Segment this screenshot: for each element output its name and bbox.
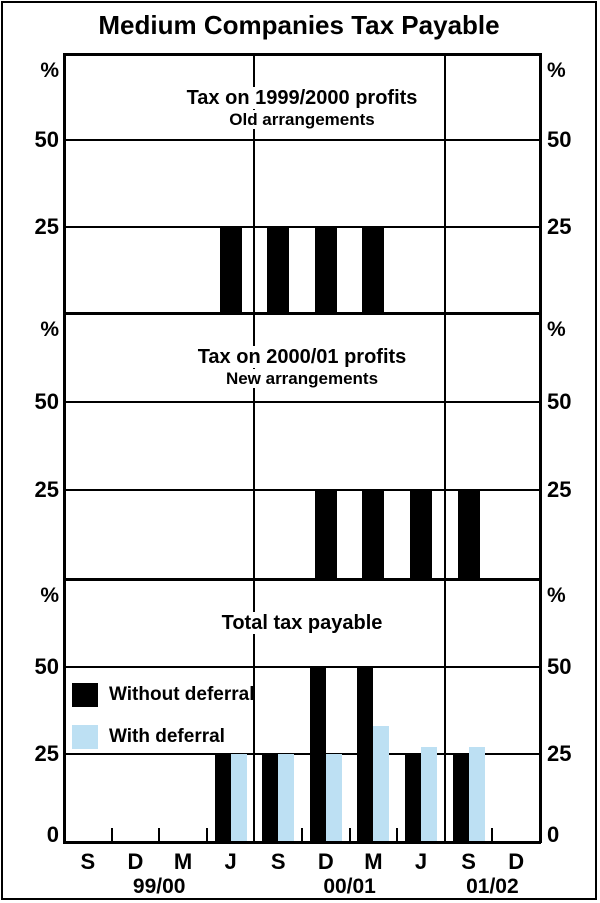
panel-subtitle: New arrangements <box>64 368 540 390</box>
axis-tick <box>443 828 446 842</box>
y-axis-unit-left: % <box>40 584 59 607</box>
panel-boundary-line <box>63 578 541 581</box>
axis-tick <box>301 828 303 842</box>
y-axis-unit-left: % <box>40 318 59 341</box>
y-axis-label-right: 50 <box>547 653 572 679</box>
legend-swatch-with-deferral <box>72 725 98 749</box>
gridline-25 <box>64 489 540 492</box>
y-axis-label-right: 25 <box>547 477 572 503</box>
chart-title: Medium Companies Tax Payable <box>98 10 500 40</box>
y-axis-unit-right: % <box>547 318 566 341</box>
bar-with-deferral <box>325 754 342 842</box>
bar-without-deferral <box>452 754 469 842</box>
bar-with-deferral <box>230 754 247 842</box>
legend-swatch-without-deferral <box>72 683 98 707</box>
bar-tax-payable <box>219 226 242 313</box>
y-axis-label-left: 50 <box>34 388 59 414</box>
axis-tick <box>253 828 256 842</box>
chart-canvas: 25 25 50 50%% 25 25 50 50%% 25 25 50 50%% 0 0 S D M J S D M J… <box>3 3 599 902</box>
panel-title: Tax on 1999/2000 profits <box>64 87 540 109</box>
x-axis-year-label: 01/02 <box>466 875 519 898</box>
bar-tax-payable <box>314 490 337 579</box>
panel-subtitle-text: New arrangements <box>217 369 387 388</box>
y-axis-label-right: 0 <box>547 822 560 847</box>
bar-without-deferral <box>357 666 374 842</box>
gridline-50 <box>64 400 540 403</box>
y-axis-label-right: 25 <box>547 213 572 239</box>
bar-with-deferral <box>421 747 437 842</box>
bar-without-deferral <box>214 754 231 842</box>
bar-with-deferral <box>373 726 390 842</box>
bar-with-deferral <box>468 747 485 842</box>
panel-subtitle-text: Old arrangements <box>221 110 383 129</box>
axis-tick <box>348 828 351 842</box>
panel-title-text: Total tax payable <box>213 612 391 634</box>
panel-title-text: Tax on 1999/2000 profits <box>178 87 426 109</box>
panel-boundary-line <box>63 312 541 315</box>
gridline-25 <box>64 225 540 228</box>
axis-tick <box>158 828 161 842</box>
y-axis-label-right: 50 <box>547 127 572 153</box>
plot-box-edge <box>539 53 542 843</box>
bar-without-deferral <box>309 666 326 842</box>
x-axis-label: D <box>317 849 334 874</box>
x-axis-label: D <box>127 849 144 874</box>
bar-without-deferral <box>262 754 279 842</box>
bar-tax-payable <box>457 490 480 579</box>
gridline-50 <box>64 665 540 668</box>
bar-with-deferral <box>278 754 295 842</box>
bar-tax-payable <box>362 226 385 313</box>
gridline-25 <box>64 753 540 756</box>
y-axis-label-left: 25 <box>34 213 59 239</box>
x-axis-label: J <box>224 849 237 874</box>
legend-label-without-deferral: Without deferral <box>109 684 255 705</box>
bar-without-deferral <box>405 754 421 842</box>
panel-subtitle: Old arrangements <box>64 109 540 131</box>
y-axis-label-right: 50 <box>547 388 572 414</box>
x-axis-label: S <box>461 849 476 874</box>
fiscal-year-gridline <box>443 54 446 842</box>
y-axis-label-left: 50 <box>34 653 59 679</box>
x-axis-label: M <box>173 849 193 874</box>
bar-tax-payable <box>267 226 290 313</box>
y-axis-label-left: 50 <box>34 127 59 153</box>
axis-tick <box>205 828 208 842</box>
panel-title-text: Tax on 2000/01 profits <box>189 346 415 368</box>
x-axis-year-label: 00/01 <box>323 875 376 898</box>
y-axis-label-left: 25 <box>34 741 59 767</box>
bar-tax-payable <box>410 490 432 579</box>
panel-boundary-line <box>63 53 541 56</box>
panel-boundary-line <box>63 841 541 844</box>
plot-box-edge <box>63 53 66 843</box>
x-axis-label: J <box>414 849 428 874</box>
panel-title: Tax on 2000/01 profits <box>64 346 540 368</box>
y-axis-unit-right: % <box>547 59 566 82</box>
y-axis-unit-left: % <box>40 59 59 82</box>
x-axis-label: M <box>364 849 383 874</box>
axis-tick <box>491 828 494 842</box>
bar-tax-payable <box>362 490 385 579</box>
x-axis-year-label: 99/00 <box>132 875 186 898</box>
x-axis-label: S <box>80 849 96 874</box>
x-axis-label: S <box>270 849 286 874</box>
gridline-50 <box>64 139 540 142</box>
y-axis-unit-right: % <box>547 584 566 607</box>
axis-tick <box>110 828 113 842</box>
legend-label-with-deferral: With deferral <box>109 726 225 747</box>
y-axis-label-left: 0 <box>46 822 59 847</box>
bar-tax-payable <box>314 226 337 313</box>
fiscal-year-gridline <box>253 54 256 842</box>
panel-title: Total tax payable <box>64 612 540 634</box>
y-axis-label-right: 25 <box>547 741 572 767</box>
x-axis-label: D <box>508 849 525 874</box>
y-axis-label-left: 25 <box>34 477 59 503</box>
axis-tick <box>396 828 399 842</box>
